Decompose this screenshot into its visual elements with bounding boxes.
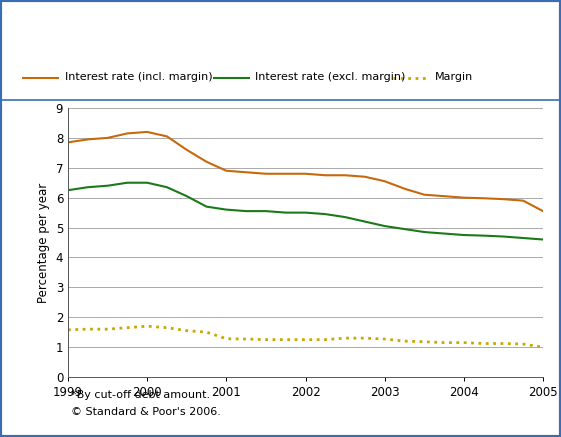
Text: *By cut-off debt amount.: *By cut-off debt amount. [71, 390, 210, 400]
Text: © Standard & Poor's 2006.: © Standard & Poor's 2006. [71, 407, 220, 417]
Text: Interest rate (excl. margin): Interest rate (excl. margin) [255, 73, 406, 83]
Text: Margin: Margin [435, 73, 473, 83]
Text: Chart 1: Weighted-Average Interest Rate, Interest Rate Before Margin, and Loan
M: Chart 1: Weighted-Average Interest Rate,… [7, 12, 561, 41]
Text: Interest rate (incl. margin): Interest rate (incl. margin) [65, 73, 212, 83]
Y-axis label: Percentage per year: Percentage per year [37, 182, 50, 303]
